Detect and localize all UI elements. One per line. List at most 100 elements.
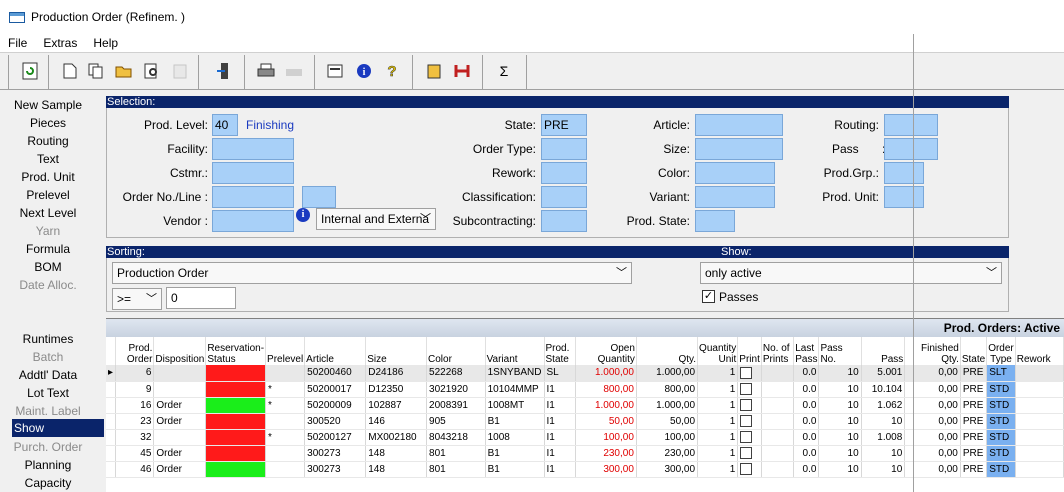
col-qty[interactable]: Qty.: [636, 337, 699, 365]
prod-grp-field[interactable]: [884, 162, 924, 184]
order-type-field[interactable]: [541, 138, 587, 160]
table-row[interactable]: 23 Order 300520 146 905 B1 I1 50,00 50,00 1 0.0 10 1…: [106, 413, 1064, 430]
col-no-of-prints[interactable]: No. of Prints: [761, 337, 795, 365]
vendor-info-icon[interactable]: i: [296, 208, 310, 222]
sidebar-item-next-level[interactable]: Next Level: [19, 206, 77, 220]
sidebar-item-show[interactable]: Show: [12, 419, 104, 437]
article-field[interactable]: [695, 114, 783, 136]
col-color[interactable]: Color: [426, 337, 486, 365]
col-finished-qty[interactable]: Finished Qty.: [904, 337, 961, 365]
row-selector[interactable]: [106, 381, 117, 398]
sidebar-item-bom[interactable]: BOM: [34, 260, 62, 274]
sidebar-item-capacity[interactable]: Capacity: [24, 476, 72, 490]
col-open-quantity[interactable]: Open Quantity: [575, 337, 637, 365]
open-folder-icon[interactable]: [112, 59, 136, 83]
menu-extras[interactable]: Extras: [43, 36, 78, 50]
sidebar-item-new-sample[interactable]: New Sample: [13, 98, 83, 112]
paste-icon[interactable]: [168, 59, 192, 83]
clipboard-icon[interactable]: [422, 59, 446, 83]
print-checkbox[interactable]: [740, 383, 753, 395]
sidebar-item-lot-text[interactable]: Lot Text: [27, 386, 69, 400]
table-row[interactable]: 32 * 50200127 MX002180 8043218 1008 I1 100,00 10…: [106, 429, 1064, 446]
info-icon[interactable]: i: [352, 59, 376, 83]
print-setup-icon[interactable]: [282, 59, 306, 83]
table-row[interactable]: 46 Order 300273 148 801 B1 I1 300,00 300,00 1 0.0 1…: [106, 461, 1064, 478]
col-prod-state[interactable]: Prod. State: [544, 337, 576, 365]
row-selector[interactable]: [106, 413, 117, 430]
pass-field[interactable]: [884, 138, 938, 160]
col-prod-order[interactable]: Prod. Order: [115, 337, 155, 365]
col-reservation-status[interactable]: Reservation-Status: [205, 337, 267, 365]
properties-icon[interactable]: [324, 59, 348, 83]
sidebar-item-routing[interactable]: Routing: [27, 134, 69, 148]
row-selector[interactable]: [106, 429, 117, 446]
print-checkbox[interactable]: [740, 463, 753, 475]
tools-icon[interactable]: [450, 59, 474, 83]
print-checkbox[interactable]: [740, 415, 753, 427]
rework-field[interactable]: [541, 162, 587, 184]
col-article[interactable]: Article: [304, 337, 367, 365]
col-size[interactable]: Size: [365, 337, 428, 365]
row-selector[interactable]: [106, 445, 117, 462]
print-checkbox[interactable]: [740, 447, 753, 459]
print-icon[interactable]: [254, 59, 278, 83]
sidebar-item-formula[interactable]: Formula: [25, 242, 70, 256]
variant-field[interactable]: [695, 186, 775, 208]
print-checkbox[interactable]: [740, 431, 753, 443]
table-row[interactable]: 16 Order * 50200009 102887 2008391 1008MT I1 1.0…: [106, 397, 1064, 414]
state-field[interactable]: PRE: [541, 114, 587, 136]
vendor-field[interactable]: [212, 210, 294, 232]
show-select[interactable]: only active ﹀: [700, 262, 1002, 284]
sigma-icon[interactable]: Σ: [499, 63, 509, 79]
col-rework[interactable]: Rework: [1015, 337, 1064, 365]
col-pass-no[interactable]: Pass No.: [818, 337, 862, 365]
sidebar-item-runtimes[interactable]: Runtimes: [22, 332, 74, 346]
classification-field[interactable]: [541, 186, 587, 208]
vendor-type-select[interactable]: Internal and Externa ﹀: [316, 208, 436, 230]
prod-unit-field[interactable]: [884, 186, 924, 208]
order-no-field[interactable]: [212, 186, 294, 208]
sidebar-item-planning[interactable]: Planning: [24, 458, 72, 472]
facility-field[interactable]: [212, 138, 294, 160]
prod-state-field[interactable]: [695, 210, 735, 232]
sidebar-item-pieces[interactable]: Pieces: [29, 116, 67, 130]
cstmr-field[interactable]: [212, 162, 294, 184]
refresh-icon[interactable]: [18, 59, 42, 83]
col-quantity-unit[interactable]: Quantity Unit: [697, 337, 739, 365]
col-state[interactable]: State: [960, 337, 988, 365]
col-print[interactable]: Print: [737, 337, 762, 365]
print-checkbox[interactable]: [740, 366, 753, 379]
sort-select[interactable]: Production Order ﹀: [112, 262, 632, 284]
order-line-field[interactable]: [302, 186, 336, 208]
new-doc-icon[interactable]: [58, 59, 82, 83]
sidebar-item-prod-unit[interactable]: Prod. Unit: [21, 170, 75, 184]
table-row[interactable]: ▸ 6 50200460 D24186 522268 1SNYBAND SL 1.000,00…: [106, 365, 1064, 382]
subcontracting-field[interactable]: [541, 210, 587, 232]
sort-from-input[interactable]: 0: [166, 287, 236, 309]
row-selector[interactable]: [106, 397, 117, 414]
row-selector[interactable]: [106, 461, 117, 478]
col-pass[interactable]: Pass: [861, 337, 906, 365]
sidebar-item-text[interactable]: Text: [36, 152, 59, 166]
prod-level-field[interactable]: 40: [212, 114, 238, 136]
table-row[interactable]: 45 Order 300273 148 801 B1 I1 230,00 230,00 1 0.0 1…: [106, 445, 1064, 462]
routing-field[interactable]: [884, 114, 938, 136]
size-field[interactable]: [695, 138, 783, 160]
passes-checkbox[interactable]: ✓: [702, 290, 715, 303]
operator-select[interactable]: >= ﹀: [112, 288, 162, 310]
print-checkbox[interactable]: [740, 399, 753, 411]
col-prelevel[interactable]: Prelevel: [265, 337, 306, 365]
col-variant[interactable]: Variant: [485, 337, 545, 365]
sidebar-item-addtl-data[interactable]: Addtl' Data: [18, 368, 78, 382]
preview-icon[interactable]: [140, 59, 164, 83]
col-last-pass[interactable]: Last Pass: [793, 337, 820, 365]
exit-door-icon[interactable]: [212, 59, 236, 83]
help-icon[interactable]: ?: [380, 59, 404, 83]
menu-file[interactable]: File: [8, 36, 28, 50]
copy-icon[interactable]: [84, 59, 108, 83]
sidebar-item-prelevel[interactable]: Prelevel: [26, 188, 70, 202]
col-order-type[interactable]: Order Type: [986, 337, 1016, 365]
color-field[interactable]: [695, 162, 775, 184]
row-selector[interactable]: ▸: [106, 365, 117, 382]
menu-help[interactable]: Help: [93, 36, 119, 50]
